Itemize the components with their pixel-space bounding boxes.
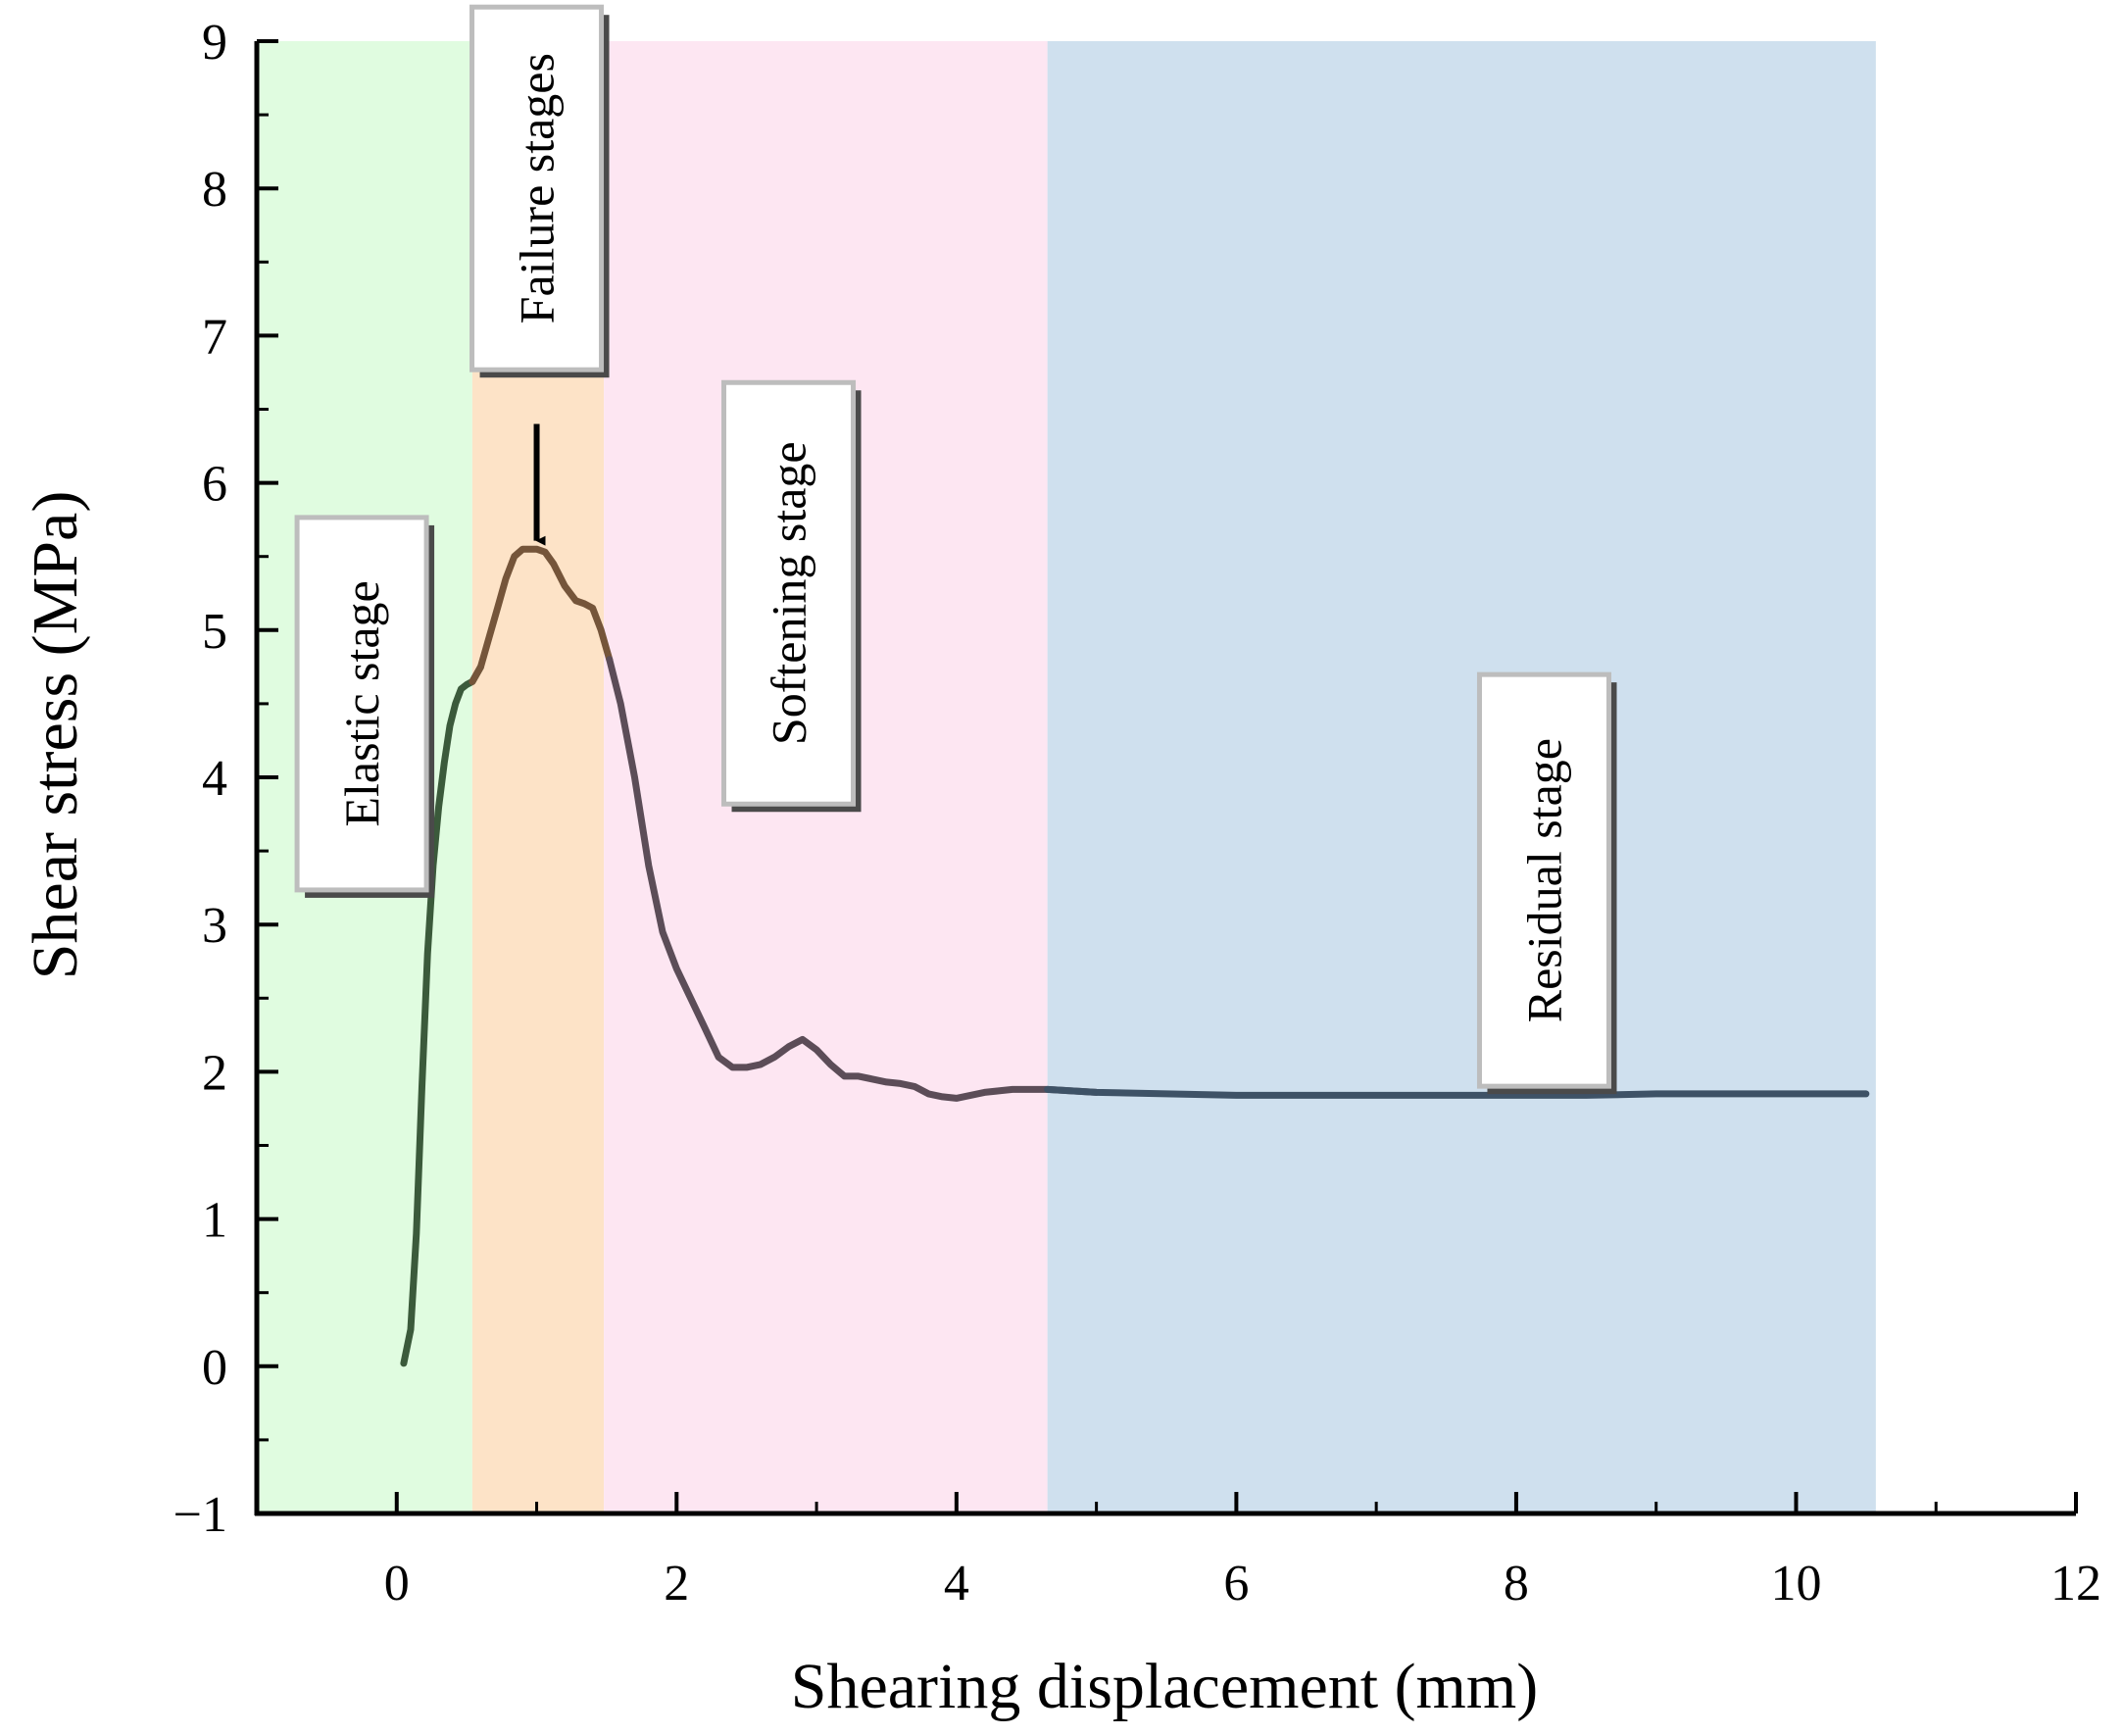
stage-label-box bbox=[294, 515, 429, 893]
y-tick-label: 1 bbox=[202, 1193, 227, 1249]
stage-label-box bbox=[721, 379, 857, 807]
x-tick-label: 2 bbox=[664, 1556, 689, 1612]
y-tick-label: 5 bbox=[202, 604, 227, 660]
y-tick-label: −1 bbox=[173, 1487, 227, 1543]
data-series bbox=[400, 545, 1870, 1367]
x-tick-label: 6 bbox=[1223, 1556, 1249, 1612]
x-axis-title: Shearing displacement (mm) bbox=[791, 1651, 1538, 1722]
x-tick-label: 10 bbox=[1770, 1556, 1821, 1612]
x-tick-label: 0 bbox=[384, 1556, 410, 1612]
stage-label-text: Softening stage bbox=[762, 441, 816, 745]
stage-band-4 bbox=[1047, 41, 1876, 1513]
y-tick-label: 6 bbox=[202, 457, 227, 513]
stage-label-3: Softening stage bbox=[721, 379, 862, 813]
y-tick-label: 2 bbox=[202, 1045, 227, 1101]
y-tick-label: 7 bbox=[202, 309, 227, 365]
stage-label-4: Residual stage bbox=[1476, 671, 1617, 1095]
curve-segment-failure bbox=[469, 545, 614, 685]
stage-label-text: Elastic stage bbox=[334, 580, 389, 826]
y-tick-label: 9 bbox=[202, 15, 227, 71]
x-tick-label: 12 bbox=[2050, 1556, 2101, 1612]
curve-segment-elastic bbox=[400, 663, 484, 1367]
stage-label-text: Residual stage bbox=[1516, 738, 1571, 1022]
stage-label-box bbox=[469, 4, 605, 372]
y-tick-label: 3 bbox=[202, 898, 227, 954]
stage-label-2: Failure stages bbox=[469, 4, 610, 378]
curve-segment-residual bbox=[1044, 1085, 1870, 1099]
y-axis-title: Shear stress (MPa) bbox=[20, 491, 91, 980]
stage-labels: Elastic stage Failure stages Softening sta… bbox=[294, 4, 1617, 1095]
curve-segment-softening bbox=[606, 656, 1101, 1102]
y-tick-label: 8 bbox=[202, 162, 227, 218]
stage-label-text: Failure stages bbox=[510, 53, 565, 323]
y-tick-label: 0 bbox=[202, 1340, 227, 1396]
stage-label-1: Elastic stage bbox=[294, 515, 435, 898]
y-tick-label: 4 bbox=[202, 751, 227, 807]
stage-label-box bbox=[1476, 671, 1611, 1089]
x-tick-label: 8 bbox=[1504, 1556, 1529, 1612]
x-tick-label: 4 bbox=[944, 1556, 969, 1612]
